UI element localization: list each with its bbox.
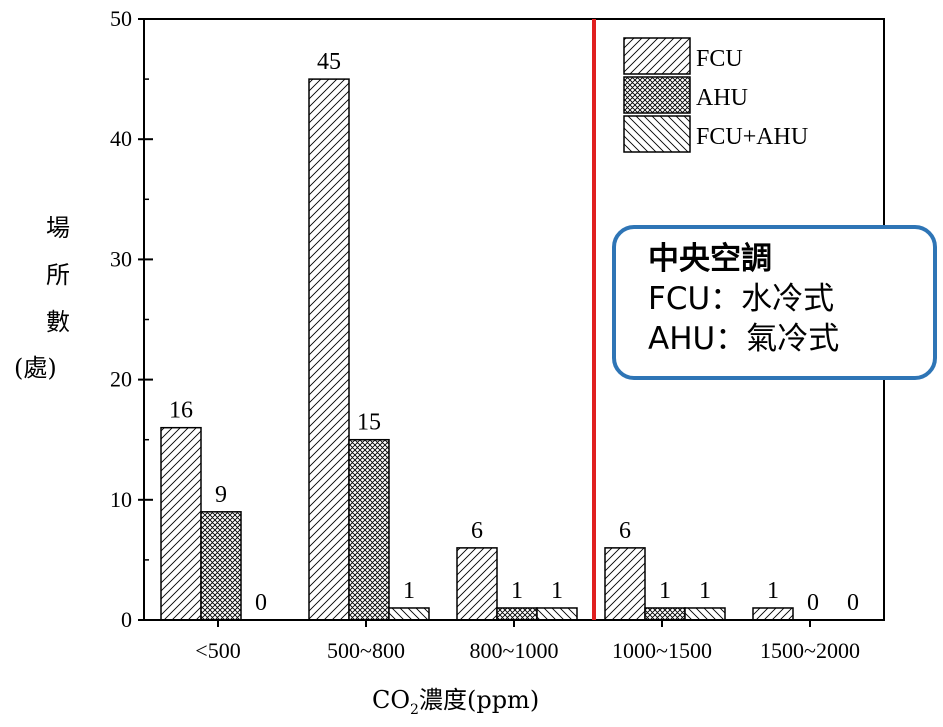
y-axis-label-char-3: 數 <box>46 308 70 336</box>
x-axis-label-rest: 濃度(ppm) <box>418 686 540 714</box>
x-axis-label: CO2濃度(ppm) <box>372 680 539 718</box>
x-tick-label: 1000~1500 <box>612 638 712 663</box>
bar-value-label: 0 <box>807 590 819 616</box>
bar-value-label: 1 <box>699 578 711 604</box>
bar-value-label: 6 <box>471 518 483 544</box>
legend-label: AHU <box>696 85 748 111</box>
legend-label: FCU+AHU <box>696 124 808 150</box>
legend-label: FCU <box>696 46 743 72</box>
x-axis-label-subscript: 2 <box>410 701 419 718</box>
bar <box>684 607 726 621</box>
note-box: 中央空調 FCU：水冷式 AHU：氣冷式 <box>612 225 937 380</box>
y-tick-label: 50 <box>110 6 132 31</box>
x-tick-label: 800~1000 <box>470 638 559 663</box>
bar-value-label: 0 <box>847 590 859 616</box>
y-axis-label-char-2: 所 <box>46 261 70 289</box>
bar <box>388 607 430 621</box>
bar <box>644 607 686 621</box>
bar-value-label: 45 <box>317 49 341 75</box>
legend-swatch <box>623 76 691 114</box>
bar <box>456 547 498 621</box>
legend: FCU AHU FCU+AHU <box>623 37 808 153</box>
bar-value-label: 9 <box>215 482 227 508</box>
bar <box>752 607 794 621</box>
y-axis-label-char-1: 場 <box>46 214 70 242</box>
bar-value-label: 1 <box>511 578 523 604</box>
x-tick-label: <500 <box>195 638 240 663</box>
note-line-ahu: AHU：氣冷式 <box>648 321 840 357</box>
bar <box>348 438 390 621</box>
y-tick-label: 0 <box>121 607 132 632</box>
note-title: 中央空調 <box>648 241 772 277</box>
y-tick-label: 10 <box>110 487 132 512</box>
legend-swatch <box>623 115 691 153</box>
bar-value-label: 16 <box>169 398 193 424</box>
bar <box>200 511 242 621</box>
bar-value-label: 1 <box>551 578 563 604</box>
y-tick-label: 40 <box>110 126 132 151</box>
bar <box>496 607 538 621</box>
y-axis-label-char-4: (處) <box>14 354 57 382</box>
bar <box>604 547 646 621</box>
y-tick-label: 20 <box>110 367 132 392</box>
bar <box>308 78 350 621</box>
bar-value-label: 1 <box>767 578 779 604</box>
x-axis-label-main: CO <box>372 686 411 714</box>
y-tick-label: 30 <box>110 246 132 271</box>
note-line-fcu: FCU：水冷式 <box>648 281 835 317</box>
bar-value-label: 1 <box>403 578 415 604</box>
bar-value-label: 15 <box>357 410 381 436</box>
x-tick-label: 1500~2000 <box>760 638 860 663</box>
x-tick-label: 500~800 <box>327 638 405 663</box>
bar-value-label: 0 <box>255 590 267 616</box>
bar-value-label: 1 <box>659 578 671 604</box>
bar-value-label: 6 <box>619 518 631 544</box>
bar <box>536 607 578 621</box>
legend-swatch <box>623 37 691 75</box>
bar <box>160 426 202 621</box>
